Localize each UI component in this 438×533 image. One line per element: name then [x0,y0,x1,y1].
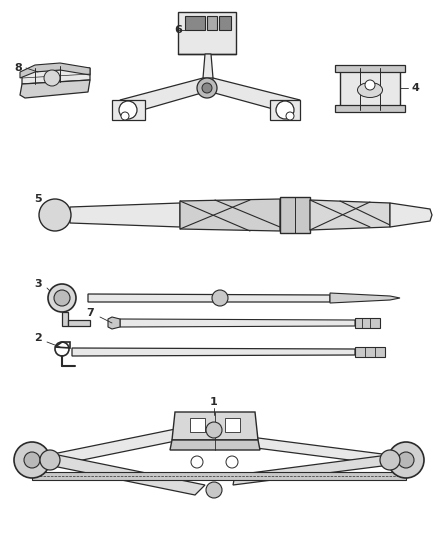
Circle shape [121,112,129,120]
Bar [207,16,217,30]
Polygon shape [180,199,280,231]
Circle shape [40,450,60,470]
Polygon shape [68,320,90,326]
Text: 8: 8 [14,63,22,73]
Polygon shape [112,100,145,120]
Polygon shape [20,80,90,98]
Text: 7: 7 [86,308,94,318]
Polygon shape [72,348,355,356]
Polygon shape [390,203,432,227]
Polygon shape [310,200,390,230]
Polygon shape [190,418,205,432]
Polygon shape [48,425,205,465]
Text: 6: 6 [174,25,182,35]
Polygon shape [335,65,405,72]
Circle shape [48,284,76,312]
Circle shape [365,80,375,90]
Polygon shape [340,68,400,110]
Polygon shape [330,293,400,303]
Polygon shape [211,78,300,115]
Circle shape [286,112,294,120]
Text: 3: 3 [34,279,42,289]
Circle shape [197,78,217,98]
Polygon shape [170,440,260,450]
Circle shape [206,422,222,438]
Circle shape [202,83,212,93]
Circle shape [39,199,71,231]
Polygon shape [270,100,300,120]
Polygon shape [225,418,240,432]
Text: 1: 1 [210,397,218,407]
Circle shape [212,290,228,306]
Polygon shape [280,197,310,233]
Text: 2: 2 [34,333,42,343]
Polygon shape [355,318,380,328]
Polygon shape [355,347,385,357]
Text: 4: 4 [411,83,419,93]
Ellipse shape [357,83,382,98]
Polygon shape [70,203,180,227]
Polygon shape [120,78,205,115]
Polygon shape [20,63,90,78]
Polygon shape [108,317,120,329]
Circle shape [380,450,400,470]
Circle shape [119,101,137,119]
Polygon shape [22,68,90,84]
Bar [185,16,205,30]
Polygon shape [172,412,258,440]
Circle shape [206,482,222,498]
Polygon shape [233,455,390,485]
Polygon shape [120,319,355,327]
Polygon shape [48,455,205,495]
Circle shape [44,70,60,86]
Circle shape [226,456,238,468]
Polygon shape [88,294,330,302]
Circle shape [398,452,414,468]
Bar [219,16,231,30]
Polygon shape [203,54,213,78]
Circle shape [191,456,203,468]
Polygon shape [62,312,68,326]
Text: 5: 5 [34,194,42,204]
Polygon shape [32,472,406,480]
Circle shape [14,442,50,478]
Circle shape [24,452,40,468]
Polygon shape [233,435,390,465]
Bar [178,12,236,54]
Circle shape [388,442,424,478]
Circle shape [276,101,294,119]
Polygon shape [335,105,405,112]
Circle shape [54,290,70,306]
